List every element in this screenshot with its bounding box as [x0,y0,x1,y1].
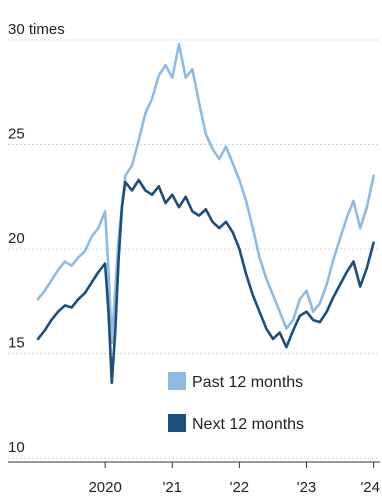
y-tick-label-25: 25 [8,126,25,143]
legend: Past 12 months Next 12 months [168,372,304,433]
x-tick-label-1: '21 [162,479,182,496]
y-tick-label-10: 10 [8,439,25,456]
x-tick-label-3: '23 [297,479,317,496]
series-line-past-12-months [36,42,375,345]
y-tick-label-15: 15 [8,335,25,352]
y-tick-label-20: 20 [8,230,25,247]
x-tick-label-0: 2020 [88,479,121,496]
x-tick-label-2: '22 [230,479,250,496]
series-layer [36,42,375,385]
x-axis-labels: 2020 '21 '22 '23 '24 [88,462,380,496]
series-line-next-12-months [36,178,375,385]
y-axis-labels: 30 times 25 20 15 10 [8,21,65,456]
legend-label-past-12-months: Past 12 months [192,374,303,391]
legend-label-next-12-months: Next 12 months [192,416,304,433]
grid-layer [8,39,380,463]
legend-swatch-past-12-months [168,372,186,390]
legend-swatch-next-12-months [168,414,186,432]
y-tick-label-30: 30 times [8,21,65,38]
x-tick-label-4: '24 [360,479,380,496]
